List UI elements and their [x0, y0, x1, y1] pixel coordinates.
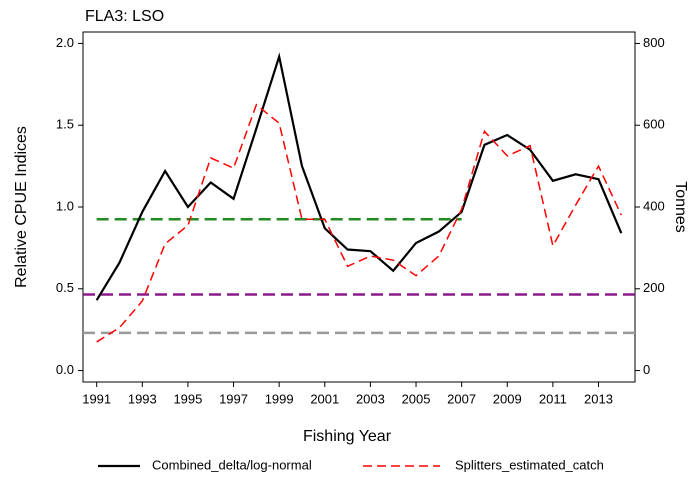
x-tick-label: 2007: [447, 391, 476, 406]
legend-label: Splitters_estimated_catch: [455, 457, 604, 472]
x-tick-label: 1993: [128, 391, 157, 406]
y-tick-label: 1.5: [56, 117, 74, 132]
x-tick-label: 2003: [356, 391, 385, 406]
x-tick-label: 2013: [584, 391, 613, 406]
x-tick-label: 1999: [265, 391, 294, 406]
x-tick-label: 2001: [310, 391, 339, 406]
y2-tick-label: 600: [643, 117, 665, 132]
x-tick-label: 2009: [493, 391, 522, 406]
y-tick-label: 0.5: [56, 280, 74, 295]
x-tick-label: 1991: [82, 391, 111, 406]
x-tick-label: 1995: [173, 391, 202, 406]
y-tick-label: 1.0: [56, 198, 74, 213]
x-tick-label: 1997: [219, 391, 248, 406]
y-tick-label: 0.0: [56, 362, 74, 377]
legend-label: Combined_delta/log-normal: [152, 457, 312, 472]
y2-axis-label: Tonnes: [672, 181, 689, 233]
y2-tick-label: 200: [643, 280, 665, 295]
y2-tick-label: 800: [643, 35, 665, 50]
x-tick-label: 2005: [402, 391, 431, 406]
chart-title: FLA3: LSO: [85, 8, 164, 25]
y-tick-label: 2.0: [56, 35, 74, 50]
series-line: [96, 103, 622, 343]
plot-frame: [82, 31, 636, 383]
y2-tick-label: 0: [643, 362, 650, 377]
series-line: [95, 52, 623, 301]
y-axis-label: Relative CPUE Indices: [13, 126, 30, 288]
x-axis-label: Fishing Year: [303, 428, 392, 445]
y2-tick-label: 400: [643, 198, 665, 213]
x-tick-label: 2011: [539, 391, 567, 406]
